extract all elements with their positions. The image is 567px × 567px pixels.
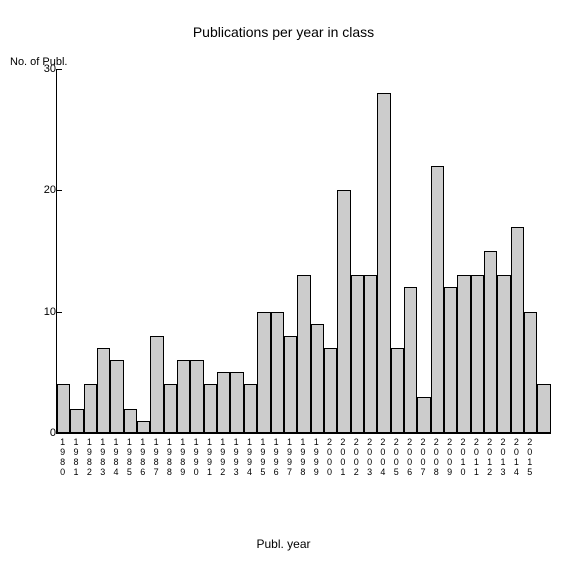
x-tick-label: 1980 xyxy=(56,437,69,477)
x-tick-label: 2009 xyxy=(443,437,456,477)
bar xyxy=(84,384,97,433)
bar xyxy=(137,421,150,433)
bar xyxy=(230,372,243,433)
x-tick-label: 1984 xyxy=(109,437,122,477)
bar xyxy=(124,409,137,433)
x-tick-label: 2000 xyxy=(323,437,336,477)
x-tick-label: 1982 xyxy=(83,437,96,477)
bar xyxy=(217,372,230,433)
y-tick-label: 20 xyxy=(36,184,56,196)
bar xyxy=(204,384,217,433)
bars-container xyxy=(57,69,551,433)
y-tick-label: 10 xyxy=(36,306,56,318)
x-tick-label: 1990 xyxy=(189,437,202,477)
chart-title: Publications per year in class xyxy=(0,24,567,40)
bar xyxy=(471,275,484,433)
y-tick-label: 30 xyxy=(36,63,56,75)
x-axis-label: Publ. year xyxy=(0,537,567,551)
x-tick-label: 1989 xyxy=(176,437,189,477)
bar xyxy=(57,384,70,433)
publications-bar-chart: Publications per year in class No. of Pu… xyxy=(0,0,567,567)
x-tick-label: 1983 xyxy=(96,437,109,477)
x-tick-label: 2007 xyxy=(416,437,429,477)
x-tick-label: 2014 xyxy=(510,437,523,477)
bar xyxy=(431,166,444,433)
x-tick-label: 2004 xyxy=(376,437,389,477)
bar xyxy=(150,336,163,433)
x-tick-label: 2013 xyxy=(496,437,509,477)
bar xyxy=(537,384,550,433)
x-axis-ticks: 1980198119821983198419851986198719881989… xyxy=(56,437,550,477)
x-tick-label: 1999 xyxy=(310,437,323,477)
bar xyxy=(524,312,537,433)
bar xyxy=(70,409,83,433)
x-tick-label: 1997 xyxy=(283,437,296,477)
x-tick-label: 1992 xyxy=(216,437,229,477)
bar xyxy=(364,275,377,433)
bar xyxy=(97,348,110,433)
bar xyxy=(177,360,190,433)
bar xyxy=(484,251,497,433)
bar xyxy=(271,312,284,433)
x-tick-label: 1991 xyxy=(203,437,216,477)
y-axis-ticks: 0102030 xyxy=(36,69,56,433)
bar xyxy=(351,275,364,433)
x-tick-label: 2012 xyxy=(483,437,496,477)
x-tick-label xyxy=(536,437,549,477)
x-tick-label: 1987 xyxy=(149,437,162,477)
x-tick-label: 2015 xyxy=(523,437,536,477)
x-tick-label: 2008 xyxy=(430,437,443,477)
x-tick-label: 1985 xyxy=(123,437,136,477)
x-tick-label: 1996 xyxy=(270,437,283,477)
bar xyxy=(297,275,310,433)
bar xyxy=(164,384,177,433)
bar xyxy=(284,336,297,433)
x-tick-label: 2005 xyxy=(390,437,403,477)
x-tick-label: 1981 xyxy=(69,437,82,477)
x-tick-label: 2006 xyxy=(403,437,416,477)
x-tick-label: 2003 xyxy=(363,437,376,477)
x-tick-label: 1998 xyxy=(296,437,309,477)
bar xyxy=(457,275,470,433)
bar xyxy=(391,348,404,433)
bar xyxy=(311,324,324,433)
x-tick-label: 2010 xyxy=(456,437,469,477)
bar xyxy=(417,397,430,433)
bar xyxy=(244,384,257,433)
x-tick-label: 1993 xyxy=(229,437,242,477)
y-tick-label: 0 xyxy=(36,427,56,439)
bar xyxy=(497,275,510,433)
bar xyxy=(377,93,390,433)
bar xyxy=(337,190,350,433)
x-tick-label: 1986 xyxy=(136,437,149,477)
bar xyxy=(324,348,337,433)
x-tick-label: 1995 xyxy=(256,437,269,477)
bar xyxy=(404,287,417,433)
bar xyxy=(511,227,524,433)
bar xyxy=(110,360,123,433)
bar xyxy=(257,312,270,433)
x-tick-label: 2002 xyxy=(350,437,363,477)
x-tick-label: 1988 xyxy=(163,437,176,477)
x-tick-label: 2011 xyxy=(470,437,483,477)
bar xyxy=(444,287,457,433)
x-tick-label: 1994 xyxy=(243,437,256,477)
plot-area xyxy=(56,69,551,434)
x-tick-label: 2001 xyxy=(336,437,349,477)
bar xyxy=(190,360,203,433)
